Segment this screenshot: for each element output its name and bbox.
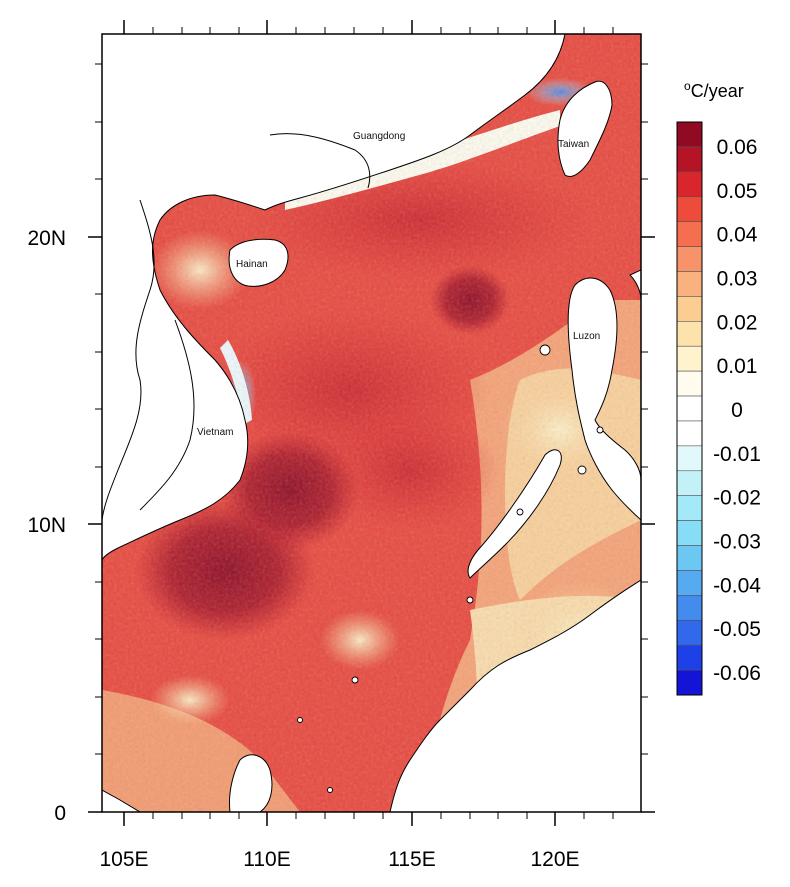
minor-ticks [95, 27, 648, 819]
x-tick-label-115e: 115E [388, 848, 436, 871]
land-malay-peninsula [102, 789, 141, 812]
colorbar-boxes [676, 121, 703, 696]
colorbar-frame [676, 121, 703, 696]
y-tick-label-20n: 20N [27, 227, 66, 250]
colorbar-box [676, 395, 703, 422]
land [102, 34, 641, 812]
colorbar-box [676, 246, 703, 272]
colorbar-tick-label: 0.03 [717, 268, 758, 291]
colorbar-box [676, 146, 703, 173]
colorbar-box [676, 296, 703, 322]
place-label-vietnam: Vietnam [197, 427, 234, 438]
y-tick-label-0: 0 [54, 802, 66, 825]
land-sumatra-natuna [229, 754, 273, 812]
colorbar-tick-label: 0.01 [717, 355, 758, 378]
colorbar-tick-label: 0.05 [717, 180, 758, 203]
colorbar-box [676, 619, 703, 646]
place-label-hainan: Hainan [236, 259, 268, 270]
y-tick-label-10n: 10N [27, 514, 66, 537]
land-taiwan [557, 80, 613, 177]
colorbar-box [676, 669, 703, 696]
place-label-luzon: Luzon [573, 331, 600, 342]
land-palawan [467, 449, 562, 579]
major-ticks [88, 20, 655, 826]
colorbar-labels: 0.06 0.05 0.04 0.03 0.02 0.01 0 -0.01 -0.02 -0.03… [713, 136, 761, 685]
land-china-vietnam [102, 34, 566, 561]
colorbar-box [676, 520, 703, 546]
colorbar-box [676, 445, 703, 472]
land-hainan [228, 238, 289, 287]
colorbar-box [676, 644, 703, 671]
colorbar-box [676, 570, 703, 596]
colorbar-box [676, 121, 703, 148]
x-tick-label-110e: 110E [243, 848, 291, 871]
colorbar-tick-label: -0.02 [713, 487, 761, 510]
place-label-guangdong: Guangdong [353, 131, 405, 142]
colorbar-tick-label: -0.04 [713, 574, 761, 597]
islands [297, 344, 604, 793]
colorbar-tick-label: -0.05 [713, 618, 761, 641]
colorbar-box [676, 545, 703, 571]
borders [102, 133, 371, 521]
x-tick-label-105e: 105E [99, 848, 148, 871]
x-tick-label-120e: 120E [530, 848, 579, 871]
colorbar-box [676, 495, 703, 521]
place-label-taiwan: Taiwan [558, 139, 589, 150]
colorbar-box [676, 221, 703, 247]
colorbar-box [676, 420, 703, 447]
map-frame [101, 33, 642, 813]
colorbar-box [676, 370, 703, 397]
colorbar-tick-label: 0.06 [717, 136, 758, 159]
colorbar-box [676, 271, 703, 297]
sst-field [102, 34, 641, 812]
colorbar-box [676, 196, 703, 222]
colorbar-tick-label: 0.02 [717, 311, 758, 334]
land-borneo [389, 579, 641, 812]
colorbar-tick-label: -0.03 [713, 531, 761, 554]
colorbar-box [676, 595, 703, 621]
colorbar-tick-label: 0.04 [717, 224, 758, 247]
colorbar-unit-label: oC/year [684, 79, 744, 101]
colorbar-tick-label: -0.01 [713, 443, 761, 466]
colorbar-tick-label: -0.06 [713, 662, 761, 685]
colorbar-box [676, 321, 703, 347]
colorbar-tick-label: 0 [731, 399, 743, 422]
colorbar-box [676, 171, 703, 198]
colorbar-box [676, 470, 703, 496]
colorbar-box [676, 345, 703, 372]
